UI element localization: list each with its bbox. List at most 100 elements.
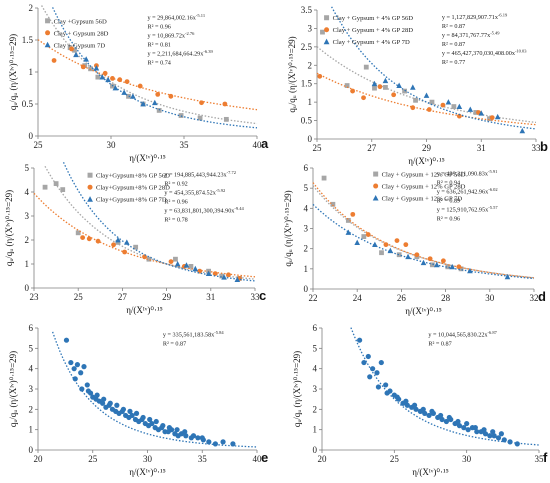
- y-tick-label: 3: [313, 384, 318, 394]
- data-point: [451, 104, 457, 109]
- data-point: [443, 418, 450, 425]
- data-point: [504, 273, 511, 280]
- panel-label: a: [261, 136, 269, 151]
- equation-base: R² = 0.89: [437, 197, 460, 204]
- data-point: [205, 270, 212, 276]
- equation-text: R² = 0.87: [428, 341, 451, 348]
- data-point: [490, 429, 496, 435]
- y-tick-label: 0.5: [22, 99, 34, 109]
- equation-exponent: -5.57: [488, 205, 498, 210]
- data-point: [330, 201, 336, 207]
- legend-label: Clay+Gypsum+8% GP 7D: [96, 197, 167, 204]
- equation-text: y = 439,311,090.83x-5.91: [437, 169, 498, 178]
- legend-marker: [324, 15, 330, 21]
- x-axis-label: η/(Xᴵᵛ)⁰·¹⁵: [405, 306, 442, 316]
- y-tick-label: 3: [25, 211, 30, 221]
- x-tick-label: 25: [390, 454, 400, 464]
- equation-exponent: -9.44: [234, 206, 244, 211]
- data-point: [403, 398, 409, 404]
- data-point: [489, 115, 495, 121]
- equation-exponent: -6.39: [203, 49, 213, 54]
- legend-marker: [45, 18, 51, 24]
- trendline-Clay + Gypsum + 4% GP 7D: [331, 6, 537, 130]
- legend-label: Clay + Gypsum 28D: [54, 30, 109, 37]
- legend-label: Clay + Gypsum + 12% GP 28D: [382, 184, 466, 191]
- equation-base: y = 335,561,183.58x: [163, 332, 215, 339]
- data-point: [420, 259, 427, 266]
- y-tick-label: 1.5: [22, 35, 34, 45]
- equation-text: R² = 0.87: [442, 41, 465, 48]
- data-point: [234, 276, 241, 282]
- y-tick-label: 1: [29, 425, 34, 435]
- equation-exponent: -7.72: [227, 170, 236, 175]
- data-point: [350, 88, 355, 94]
- data-point: [133, 410, 140, 416]
- x-tick-label: 25: [74, 292, 84, 302]
- data-point: [85, 388, 91, 394]
- equation-base: y = 2,211,684,664.29x: [148, 50, 205, 57]
- equation-base: R² = 0.87: [442, 23, 465, 30]
- data-point: [429, 408, 435, 414]
- equation-base: y = 194,885,443,944.23x: [164, 172, 227, 179]
- equation-base: y = 29,864,002.16x: [148, 14, 197, 21]
- legend-marker: [324, 27, 330, 33]
- data-point: [365, 353, 371, 360]
- equation-text: y = 465,427,370,030,408.00x-10.03: [442, 48, 527, 57]
- equation-text: y = 10,869.72x-2.76: [148, 31, 196, 40]
- x-tick-label: 29: [162, 292, 172, 302]
- chart-panel-f: 20 25 30 35 0 1 2 3 4 5 6 η/(Xᴵᵛ)⁰·¹⁵ qᵤ/qᵤ (η/(Xᴵᵛ)…: [292, 323, 548, 477]
- data-point: [391, 92, 397, 98]
- data-point: [426, 107, 432, 112]
- data-point: [449, 263, 456, 270]
- data-point: [498, 431, 504, 437]
- data-point: [375, 384, 382, 390]
- data-point: [374, 370, 380, 376]
- data-point: [223, 116, 229, 122]
- data-point: [183, 433, 189, 439]
- y-tick-label: 2: [29, 3, 34, 13]
- x-tick-label: 27: [118, 292, 128, 302]
- data-point: [160, 423, 166, 429]
- x-tick-label: 33: [251, 292, 261, 302]
- equation-base: y = 636,261,942.96x: [437, 188, 489, 195]
- data-point: [127, 408, 133, 414]
- x-tick-label: 30: [143, 454, 153, 464]
- equation-text: y = 1,127,829,907.71x-6.19: [442, 12, 508, 21]
- y-tick-label: 3: [29, 384, 34, 394]
- equation-text: y = 194,885,443,944.23x-7.72: [164, 170, 236, 179]
- equation-text: y = 335,561,183.58x-5.84: [163, 330, 225, 339]
- y-tick-label: 0: [304, 284, 309, 294]
- data-point: [367, 374, 373, 380]
- equation-text: R² = 0.78: [164, 217, 187, 224]
- y-tick-label: 2: [25, 235, 30, 245]
- equation-exponent: -5.91: [488, 169, 497, 174]
- x-tick-label: 32: [530, 293, 539, 303]
- data-point: [429, 99, 435, 105]
- data-point: [378, 359, 384, 366]
- data-point: [423, 92, 430, 98]
- data-point: [383, 85, 388, 90]
- data-point: [473, 110, 479, 115]
- trendline-Clay + Gypsum + 4% GP 28D: [316, 72, 537, 126]
- y-tick-label: 4: [304, 203, 309, 213]
- legend-marker: [323, 38, 330, 45]
- data-point: [456, 423, 463, 429]
- data-point: [94, 392, 100, 398]
- x-tick-label: 35: [535, 454, 545, 464]
- data-point: [124, 239, 130, 245]
- y-tick-label: 2: [308, 60, 313, 70]
- x-tick-label: 33: [532, 143, 542, 153]
- data-point: [152, 99, 158, 106]
- y-tick-label: 2.5: [301, 42, 313, 52]
- x-tick-label: 30: [462, 454, 472, 464]
- data-point: [371, 80, 378, 87]
- data-point: [507, 439, 513, 445]
- equation-base: R² = 0.77: [442, 59, 465, 66]
- data-point: [494, 113, 501, 120]
- trendline-Clay+Gypsum+8% GP 7D: [62, 162, 256, 282]
- data-point: [212, 441, 218, 447]
- legend-marker: [373, 171, 379, 177]
- data-point: [396, 252, 402, 258]
- data-point: [84, 382, 90, 388]
- x-axis-label: η/(Xᴵᵛ)⁰·¹⁵: [408, 156, 445, 166]
